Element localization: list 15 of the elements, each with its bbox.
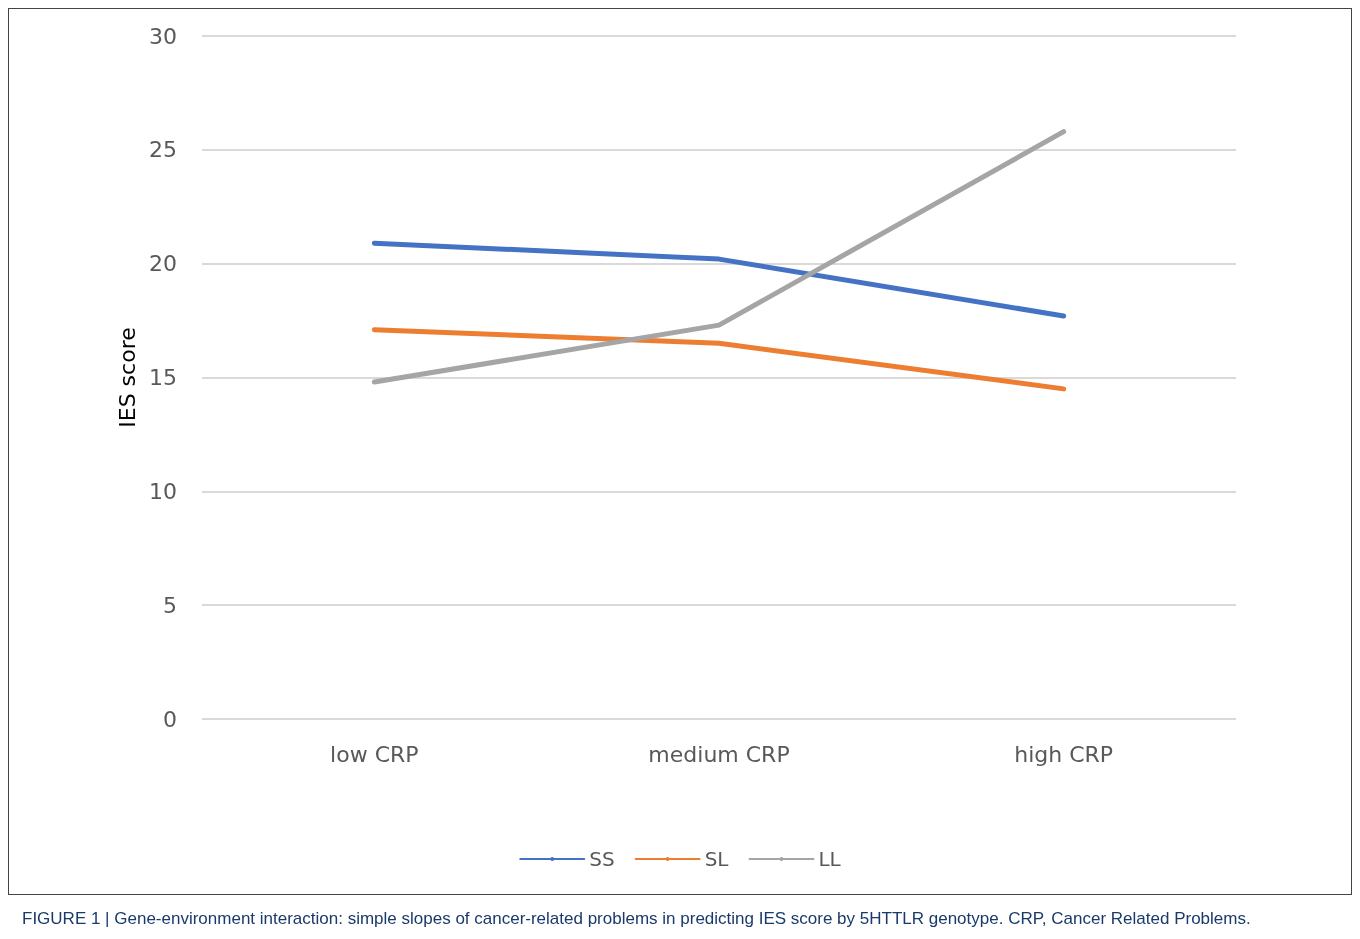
legend-label: SS xyxy=(589,847,615,871)
y-tick-label: 15 xyxy=(149,365,177,390)
x-tick-label: low CRP xyxy=(330,741,419,767)
x-tick-label: medium CRP xyxy=(648,741,790,767)
y-tick-label: 30 xyxy=(149,23,177,49)
y-tick-label: 25 xyxy=(149,137,177,163)
y-tick-label: 5 xyxy=(163,592,177,618)
y-tick-label: 20 xyxy=(149,251,177,277)
legend-label: SL xyxy=(704,847,730,871)
x-tick-label: high CRP xyxy=(1014,741,1114,767)
y-tick-label: 10 xyxy=(149,478,177,504)
y-axis-title: IES score xyxy=(114,327,140,428)
caption: FIGURE 1 | Gene-environment interaction: simple slopes of cancer-related problems in predicting IES score by 5HTTLR genotype. CRP, Cancer Related Problems. xyxy=(22,909,1252,929)
y-tick-label: 0 xyxy=(163,706,177,732)
legend-label: LL xyxy=(818,847,842,871)
